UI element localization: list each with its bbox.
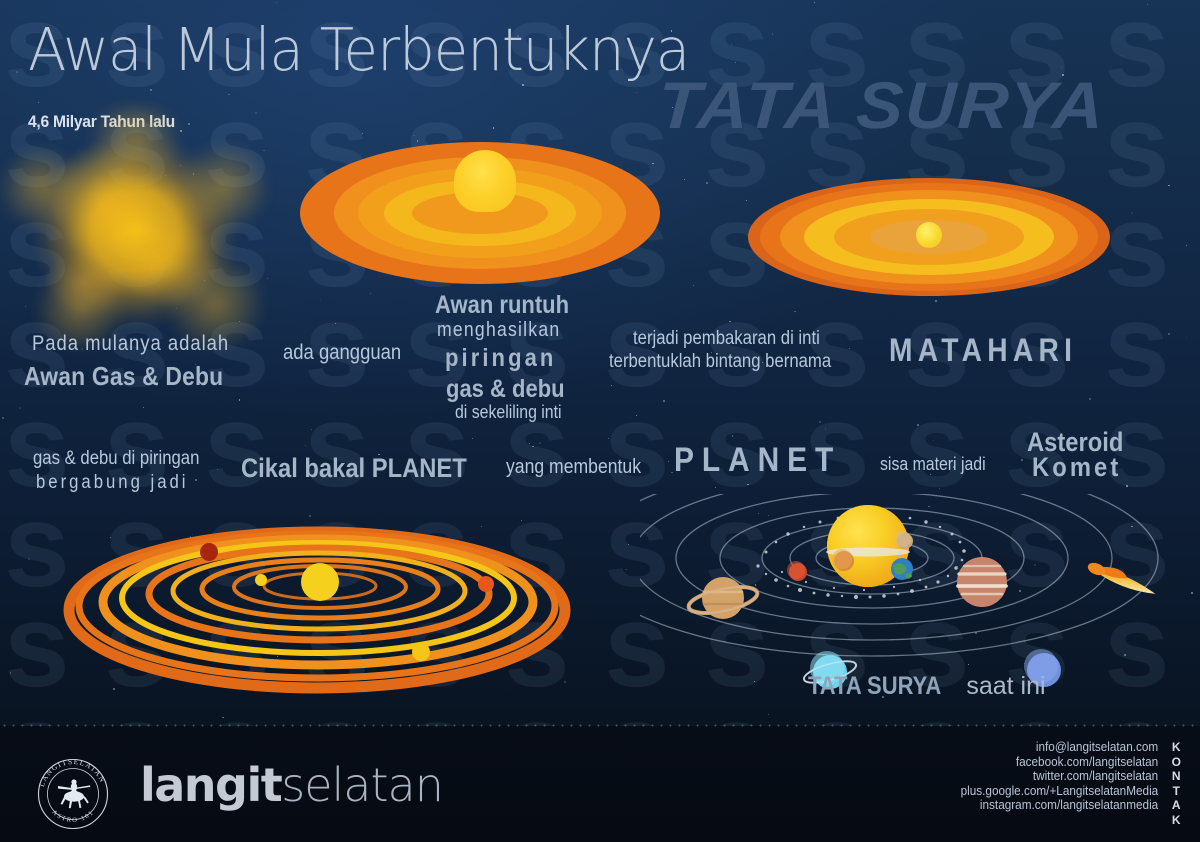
label-disturbance: ada gangguan xyxy=(283,341,402,364)
label-protoplanet: Cikal bakal PLANET xyxy=(241,453,467,483)
label-planet: PLANET xyxy=(674,441,842,479)
contact-email[interactable]: info@langitselatan.com xyxy=(1035,740,1158,754)
comet xyxy=(1087,562,1156,594)
label-komet: Komet xyxy=(1032,452,1122,482)
label-accretion-line2: bergabung jadi xyxy=(36,472,189,493)
label-collapse-line3: piringan xyxy=(445,344,557,372)
label-forming: yang membentuk xyxy=(506,456,642,478)
contact-list: info@langitselatan.com facebook.com/lang… xyxy=(948,740,1158,813)
protoplanetary-rings-illustration xyxy=(62,510,582,702)
protoplanetary-svg xyxy=(63,526,571,694)
footer-divider xyxy=(0,724,1200,727)
label-collapse-line1: Awan runtuh xyxy=(435,291,570,319)
label-ignition-line1: terjadi pembakaran di inti xyxy=(633,328,820,349)
svg-text:ASTRO 101: ASTRO 101 xyxy=(50,809,95,824)
solar-system-svg xyxy=(585,459,1159,689)
contact-googleplus[interactable]: plus.google.com/+LangitselatanMedia xyxy=(960,783,1158,798)
logo-seal-svg: LANGITSELATAN ASTRO 101 xyxy=(37,757,109,830)
logo-centaur-figure xyxy=(58,779,91,809)
poster-footer xyxy=(0,726,1200,842)
contact-facebook[interactable]: facebook.com/langitselatan xyxy=(1015,754,1158,769)
page-title-emphasis: TATA SURYA xyxy=(656,68,1108,142)
label-collapse-line5: di sekeliling inti xyxy=(455,402,562,422)
contact-instagram[interactable]: instagram.com/langitselatanmedia xyxy=(979,798,1158,813)
ignited-star-disk-illustration xyxy=(748,178,1110,296)
page-title: Awal Mula Terbentuknya xyxy=(28,15,690,84)
label-collapse-line2: menghasilkan xyxy=(437,319,561,341)
solar-caption-light: saat ini xyxy=(959,672,1046,700)
gas-dust-cloud-illustration xyxy=(0,106,270,353)
label-accretion-line1: gas & debu di piringan xyxy=(33,448,200,469)
label-collapse-line4: gas & debu xyxy=(446,375,565,403)
solar-system-illustration: TATA SURYA saat ini xyxy=(585,459,1200,726)
solar-caption-bold: TATA SURYA xyxy=(808,672,942,700)
contact-twitter[interactable]: twitter.com/langitselatan xyxy=(1032,769,1158,784)
label-cloud-line1: Pada mulanya adalah xyxy=(32,332,230,355)
label-matahari: MATAHARI xyxy=(889,332,1078,368)
brand-wordmark-light: selatan xyxy=(281,758,444,812)
brand-wordmark-bold: langit xyxy=(140,758,283,812)
solar-system-caption: TATA SURYA saat ini xyxy=(808,672,1046,701)
label-ignition-line2: terbentuklah bintang bernama xyxy=(609,351,832,372)
collapsing-cloud-disk-illustration xyxy=(300,142,660,284)
brand-wordmark: langitselatan xyxy=(140,762,444,808)
langitselatan-logo-seal: LANGITSELATAN ASTRO 101 xyxy=(34,755,112,833)
label-cloud-line2: Awan Gas & Debu xyxy=(24,361,224,391)
planet-uranus xyxy=(802,651,858,689)
planet-jupiter xyxy=(956,557,1008,607)
label-asteroid: Asteroid xyxy=(1027,427,1124,457)
planet-saturn xyxy=(686,577,760,619)
label-leftover: sisa materi jadi xyxy=(880,454,986,474)
